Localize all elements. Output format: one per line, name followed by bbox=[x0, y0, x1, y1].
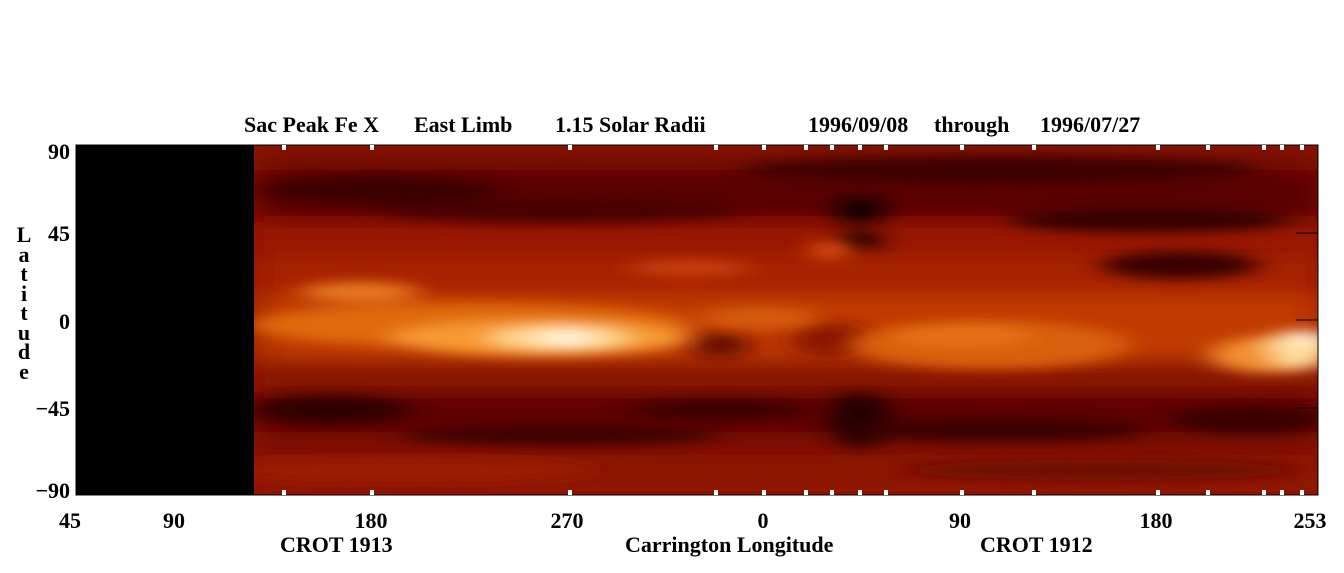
y-axis-label-letter: d bbox=[17, 339, 31, 364]
y-tick-label: 0 bbox=[59, 309, 70, 334]
crot-label-1913: CROT 1913 bbox=[280, 532, 393, 557]
title-start-date: 1996/09/08 bbox=[808, 112, 909, 137]
x-axis-label: Carrington Longitude bbox=[625, 532, 834, 557]
y-tick-label: −90 bbox=[35, 478, 70, 503]
heatmap-image bbox=[76, 145, 1318, 495]
x-tick-label: 253 bbox=[1293, 508, 1327, 533]
title-limb: East Limb bbox=[414, 112, 513, 137]
title-through: through bbox=[934, 112, 1010, 137]
x-tick-label: 180 bbox=[354, 508, 388, 533]
y-axis-label-letter: i bbox=[20, 280, 28, 306]
y-tick-label: −45 bbox=[35, 396, 70, 421]
y-tick-label: 90 bbox=[48, 139, 70, 164]
y-axis-label-letter: a bbox=[18, 241, 30, 267]
title-height: 1.15 Solar Radii bbox=[555, 112, 706, 137]
no-data-region bbox=[76, 145, 254, 495]
x-tick-label: 0 bbox=[757, 508, 769, 533]
y-axis-label-letter: e bbox=[19, 358, 29, 384]
x-tick-label: 270 bbox=[550, 508, 584, 533]
title-instrument: Sac Peak Fe X bbox=[244, 112, 380, 137]
x-tick-label: 180 bbox=[1139, 508, 1173, 533]
y-tick-label: 45 bbox=[48, 221, 70, 246]
y-axis-label-letter: L bbox=[16, 222, 32, 247]
x-tick-label: 90 bbox=[949, 508, 971, 533]
y-axis-label-letter: u bbox=[17, 319, 31, 345]
x-tick-label: 45 bbox=[59, 508, 81, 533]
chart-title: Sac Peak Fe X East Limb 1.15 Solar Radii… bbox=[0, 112, 1344, 138]
right-tick-marks bbox=[1296, 232, 1318, 409]
title-end-date: 1996/07/27 bbox=[1040, 112, 1141, 137]
bottom-tick-marks bbox=[282, 490, 1304, 495]
crot-label-1912: CROT 1912 bbox=[980, 532, 1093, 557]
top-tick-marks bbox=[282, 145, 1304, 150]
y-axis-label-letter: t bbox=[20, 261, 28, 286]
y-axis-label-letter: t bbox=[20, 300, 28, 325]
x-tick-label: 90 bbox=[163, 508, 185, 533]
